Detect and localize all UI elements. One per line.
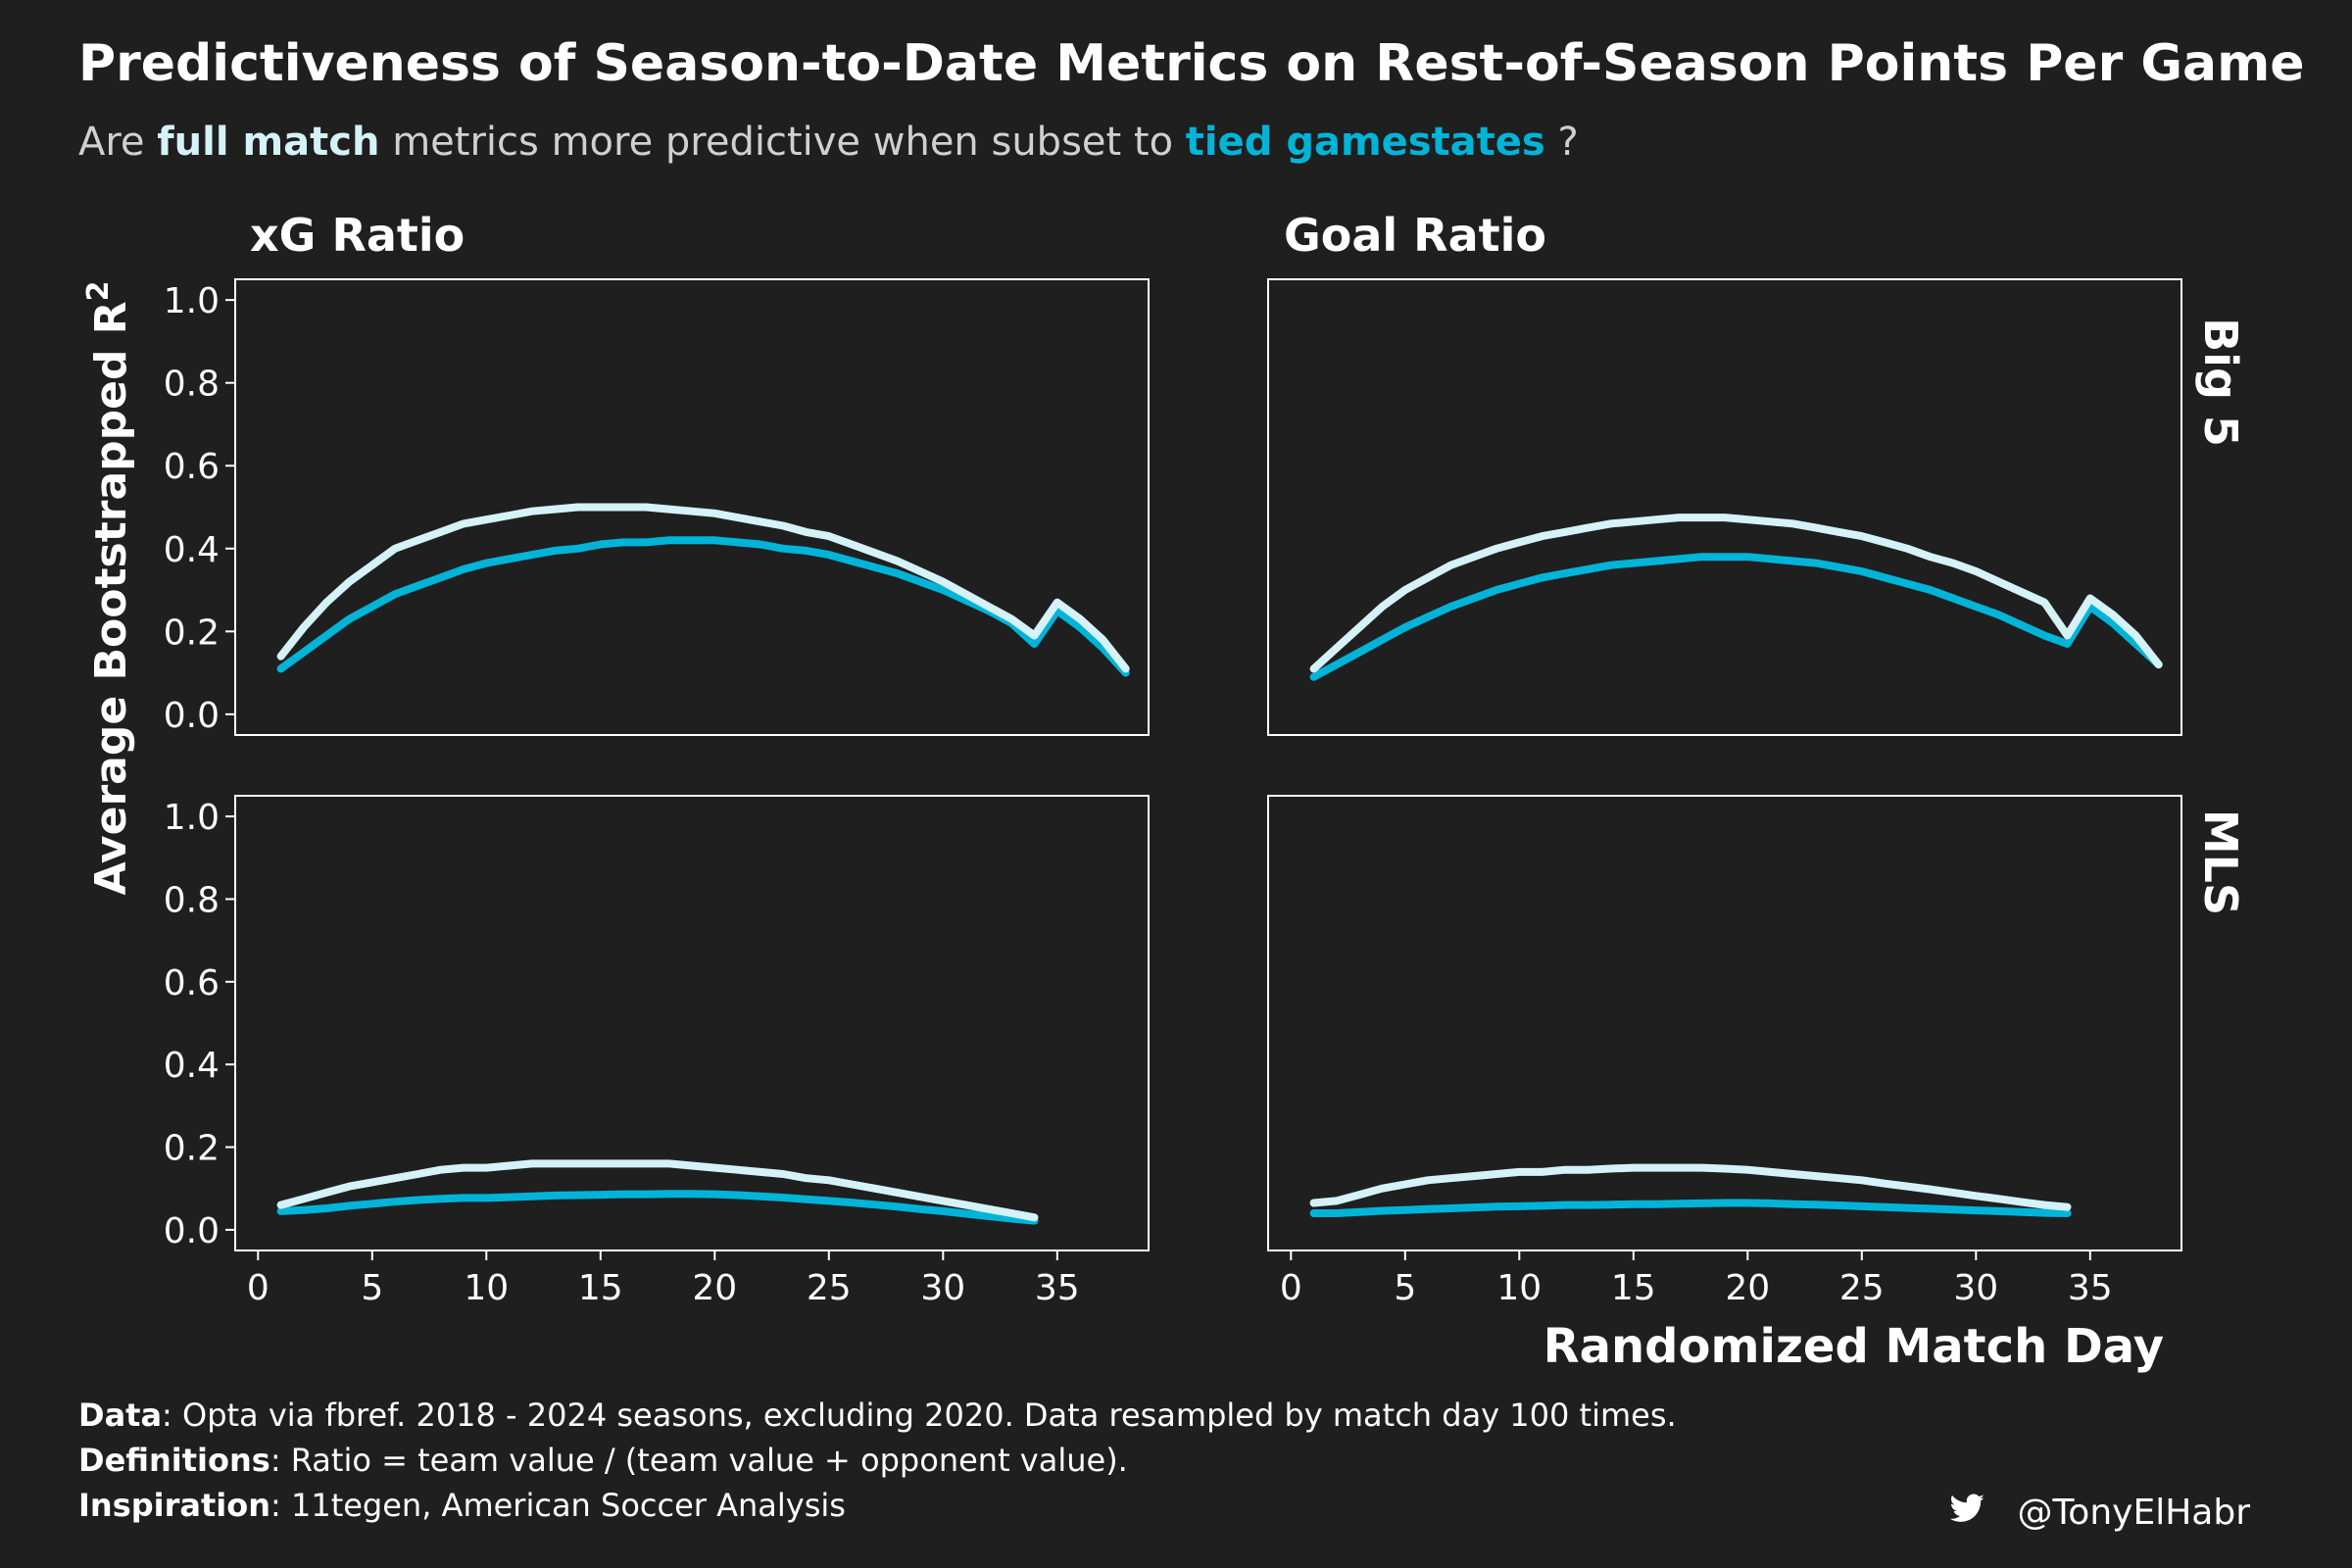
chart-title: Predictiveness of Season-to-Date Metrics…: [78, 34, 2305, 93]
chart-subtitle: Are full match metrics more predictive w…: [78, 120, 1579, 165]
panel-border: [1267, 278, 2182, 736]
panel-goal-ratio-big-5: [1267, 278, 2182, 736]
caption-data-label: Data: [78, 1396, 162, 1434]
y-tick-label: 0.2: [164, 1129, 220, 1169]
x-tick-label: 10: [1496, 1268, 1542, 1308]
x-tick-label: 10: [464, 1268, 509, 1308]
y-tick-label: 0.4: [164, 530, 220, 570]
credit[interactable]: @TonyElHabr: [1949, 1493, 2251, 1533]
x-tick-label: 35: [1035, 1268, 1080, 1308]
y-tick-label: 0.8: [164, 365, 220, 405]
panels: 0.0 0.2 0.4 0.6 0.8 1.0 0.0 0.2 0.4 0.6 0.8 1.0 0 5 10…: [164, 278, 2182, 1308]
credit-handle: @TonyElHabr: [2017, 1493, 2250, 1533]
panel-border: [234, 795, 1150, 1251]
x-tick-label: 5: [1394, 1268, 1416, 1308]
x-tick-label: 15: [578, 1268, 623, 1308]
y-tick-label: 0.8: [164, 880, 220, 920]
x-tick-label: 20: [1725, 1268, 1770, 1308]
y-tick-label: 0.2: [164, 612, 220, 653]
subtitle-middle: metrics more predictive when subset to: [392, 120, 1186, 165]
panel-border: [1267, 795, 2182, 1251]
caption-definitions-text: : Ratio = team value / (team value + opp…: [270, 1442, 1128, 1479]
subtitle-suffix: ?: [1557, 120, 1578, 165]
subtitle-tied: tied gamestates: [1186, 120, 1545, 165]
caption-inspiration: Inspiration: 11tegen, American Soccer An…: [78, 1487, 846, 1524]
facet-row-big5: Big 5: [2194, 318, 2247, 447]
y-tick-label: 0.0: [164, 696, 220, 736]
y-tick-label: 0.6: [164, 963, 220, 1004]
series-line-full-match: [276, 1159, 1039, 1222]
x-tick-label: 20: [692, 1268, 737, 1308]
y-axis-label-text: Average Bootstrapped R: [86, 301, 136, 895]
series-line-full-match: [1309, 514, 2163, 673]
y-tick-label: 1.0: [164, 798, 220, 838]
subtitle-prefix: Are: [78, 120, 157, 165]
facet-header-xg-ratio: xG Ratio: [250, 209, 465, 262]
x-tick-label: 15: [1611, 1268, 1656, 1308]
panel-xg-ratio-mls: 0.0 0.2 0.4 0.6 0.8 1.0 0 5 10 15 20 25 30 35: [164, 795, 1150, 1308]
caption-data-text: : Opta via fbref. 2018 - 2024 seasons, e…: [162, 1396, 1677, 1434]
x-tick-label: 35: [2068, 1268, 2113, 1308]
facet-header-goal-ratio: Goal Ratio: [1284, 209, 1546, 262]
series-line-tied-gamestates: [1309, 553, 2163, 681]
panel-goal-ratio-mls: 0 5 10 15 20 25 30 35: [1267, 795, 2182, 1308]
panel-xg-ratio-big-5: 0.0 0.2 0.4 0.6 0.8 1.0: [164, 278, 1150, 736]
x-tick-label: 30: [1953, 1268, 1998, 1308]
y-tick-label: 0.4: [164, 1046, 220, 1086]
caption-inspiration-label: Inspiration: [78, 1487, 270, 1524]
panel-border: [234, 278, 1150, 736]
series-line-tied-gamestates: [1309, 1199, 2072, 1217]
y-tick-label: 1.0: [164, 281, 220, 321]
caption-definitions-label: Definitions: [78, 1442, 270, 1479]
x-tick-label: 0: [1280, 1268, 1302, 1308]
x-tick-label: 0: [247, 1268, 270, 1308]
x-axis-label: Randomized Match Day: [1544, 1319, 2164, 1374]
x-tick-label: 30: [920, 1268, 965, 1308]
caption-data: Data: Opta via fbref. 2018 - 2024 season…: [78, 1396, 1677, 1434]
caption-inspiration-text: : 11tegen, American Soccer Analysis: [270, 1487, 846, 1524]
series-line-tied-gamestates: [276, 1190, 1039, 1225]
caption-definitions: Definitions: Ratio = team value / (team …: [78, 1442, 1128, 1479]
y-tick-label: 0.6: [164, 447, 220, 487]
series-line-full-match: [1309, 1163, 2072, 1211]
x-tick-label: 25: [807, 1268, 852, 1308]
series-line-full-match: [276, 503, 1130, 673]
y-tick-label: 0.0: [164, 1211, 220, 1251]
y-axis-label: Average Bootstrapped R2: [81, 280, 136, 895]
x-tick-label: 25: [1839, 1268, 1885, 1308]
twitter-bird-icon: [1949, 1494, 1984, 1522]
facet-row-mls: MLS: [2194, 809, 2247, 915]
x-tick-label: 5: [361, 1268, 383, 1308]
y-axis-label-superscript: 2: [81, 280, 116, 301]
subtitle-full-match: full match: [157, 120, 379, 165]
